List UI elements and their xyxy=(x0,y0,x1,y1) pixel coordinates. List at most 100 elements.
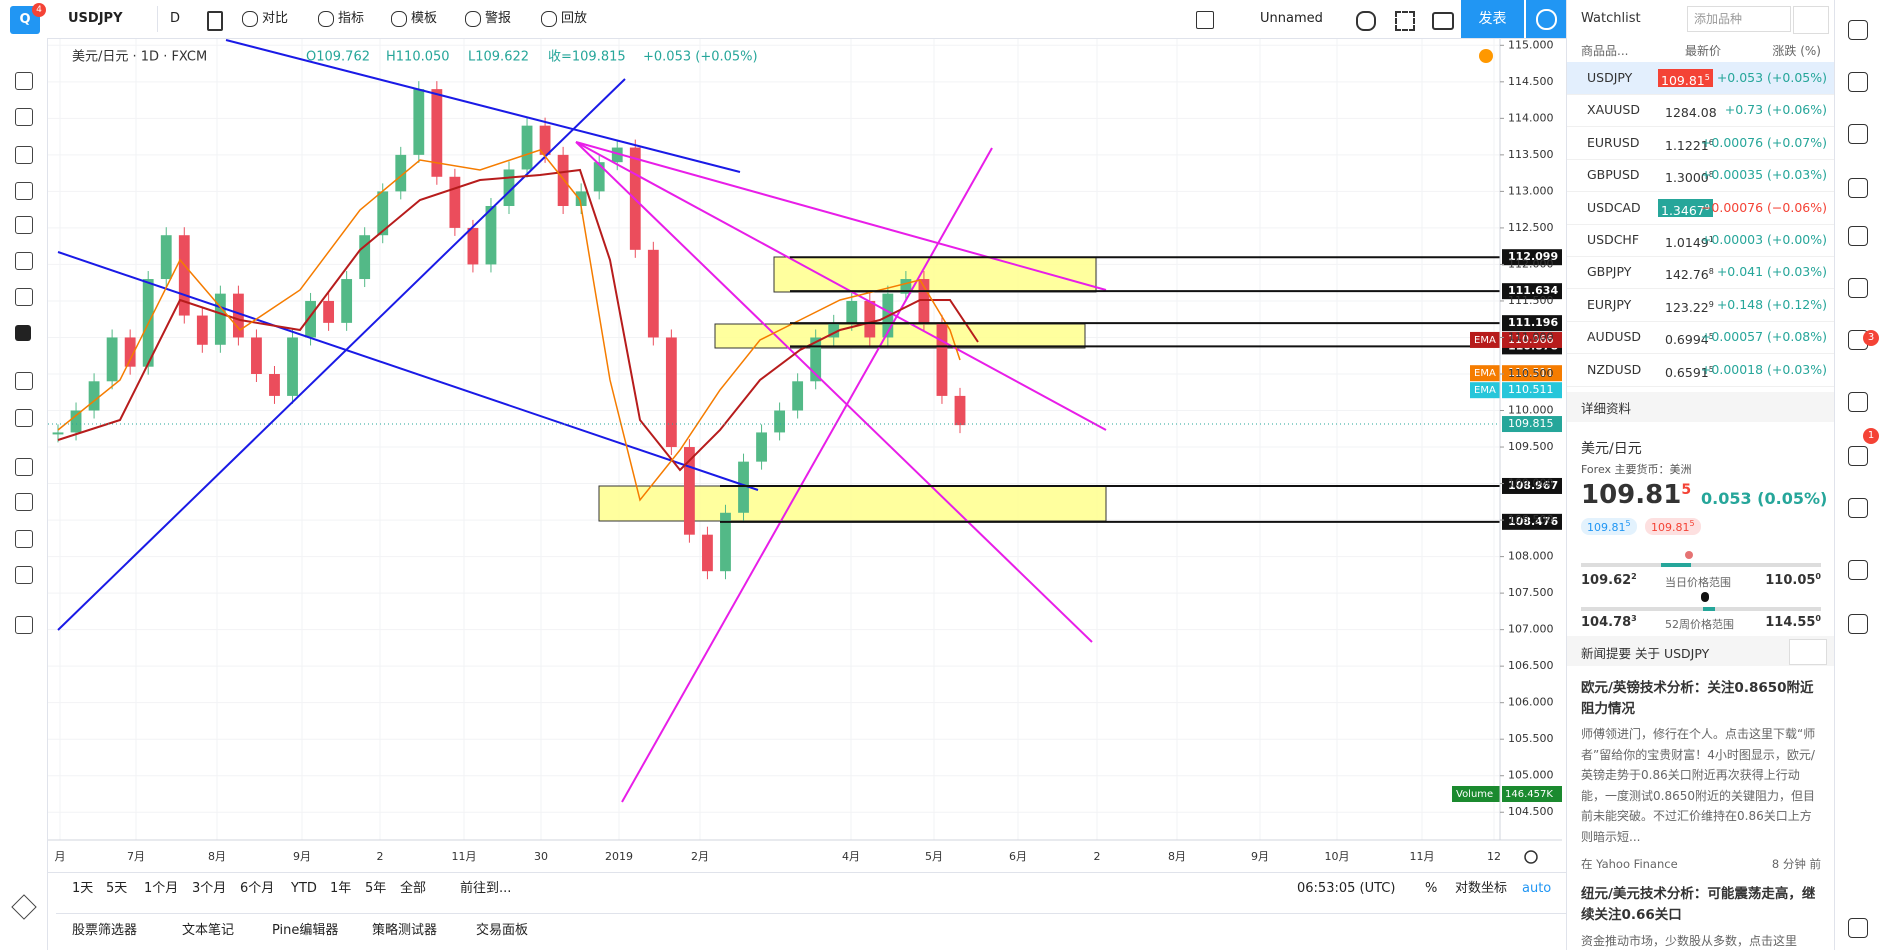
news-headline[interactable]: 纽元/美元技术分析：可能震荡走高，继续关注0.66关口 xyxy=(1581,886,1816,923)
range-goto[interactable]: 前往到... xyxy=(460,881,512,896)
watchlist-row[interactable]: EURJPY 123.229 +0.148 (+0.12%) xyxy=(1567,289,1835,322)
watchlist-row[interactable]: USDCAD 1.34679 −0.00076 (−0.06%) xyxy=(1567,192,1835,225)
toolbar-icon[interactable] xyxy=(318,11,334,27)
details-market: Forex 主要货币：美洲 xyxy=(1581,463,1692,476)
news-menu[interactable] xyxy=(1789,639,1827,665)
range-period[interactable]: 1年 xyxy=(330,881,352,896)
toolbar-icon[interactable] xyxy=(391,11,407,27)
tool-icon[interactable] xyxy=(15,288,33,306)
range-period[interactable]: 5年 xyxy=(365,881,387,896)
level-tag xyxy=(1502,283,1562,300)
range-auto[interactable]: auto xyxy=(1522,881,1552,896)
tool-icon[interactable] xyxy=(15,182,33,200)
toolbar-icon[interactable] xyxy=(541,11,557,27)
range-time[interactable]: 06:53:05 (UTC) xyxy=(1297,881,1396,896)
tool-icon[interactable] xyxy=(15,108,33,126)
checkbox[interactable] xyxy=(1196,11,1214,29)
watchlist-row[interactable]: AUDUSD 0.69945 +0.00057 (+0.08%) xyxy=(1567,321,1835,355)
side-icon[interactable] xyxy=(1848,226,1868,246)
tool-icon[interactable] xyxy=(15,566,33,584)
bottom-tab[interactable]: 交易面板 xyxy=(476,923,529,938)
candle xyxy=(575,191,587,206)
separator xyxy=(48,872,1566,873)
bottom-tab[interactable]: Pine编辑器 xyxy=(272,923,339,938)
trend-line xyxy=(575,141,1107,431)
layout-name[interactable]: Unnamed xyxy=(1260,11,1323,26)
watchlist-row[interactable]: EURUSD 1.12216 +0.00076 (+0.07%) xyxy=(1567,127,1835,160)
side-icon[interactable] xyxy=(1848,446,1868,466)
side-icon[interactable] xyxy=(1848,20,1868,40)
symbol[interactable]: USDJPY xyxy=(68,11,123,26)
tool-icon[interactable] xyxy=(15,372,33,390)
y-tick-label: 111.500 xyxy=(1508,294,1554,307)
fullscreen-icon[interactable] xyxy=(1395,11,1415,31)
replay-button[interactable] xyxy=(1526,0,1566,38)
details-title: 详细资料 xyxy=(1581,401,1632,416)
tool-icon[interactable] xyxy=(15,252,33,270)
tool-icon[interactable] xyxy=(15,325,31,341)
y-tick-label: 108.000 xyxy=(1508,550,1554,563)
row-price: 142.768 xyxy=(1662,263,1717,282)
tool-icon[interactable] xyxy=(15,216,33,234)
range-log[interactable]: 对数坐标 xyxy=(1455,881,1508,896)
tool-icon[interactable] xyxy=(15,493,33,511)
toolbar-icon[interactable] xyxy=(465,11,481,27)
watchlist-row[interactable]: NZDUSD 0.65915 +0.00018 (+0.03%) xyxy=(1567,354,1835,387)
interval[interactable]: D xyxy=(170,11,181,26)
tool-icon[interactable] xyxy=(11,894,37,920)
snapshot-icon[interactable] xyxy=(1432,12,1454,30)
watchlist-row[interactable]: USDJPY 109.815 +0.053 (+0.05%) xyxy=(1567,62,1835,95)
toolbar-icon[interactable] xyxy=(242,11,258,27)
bottom-tab[interactable]: 股票筛选器 xyxy=(72,923,138,938)
side-icon[interactable] xyxy=(1848,918,1868,938)
legend-change: +0.053 (+0.05%) xyxy=(643,50,758,65)
watchlist-row[interactable]: GBPJPY 142.768 +0.041 (+0.03%) xyxy=(1567,256,1835,290)
list-button[interactable] xyxy=(1793,6,1829,34)
range-percent[interactable]: % xyxy=(1425,881,1438,896)
range-period[interactable]: 1个月 xyxy=(144,881,179,896)
toolbar-button[interactable]: 警报 xyxy=(485,11,512,26)
tool-icon[interactable] xyxy=(15,146,33,164)
side-icon[interactable] xyxy=(1848,124,1868,144)
range-period[interactable]: 5天 xyxy=(106,881,128,896)
range-period[interactable]: 3个月 xyxy=(192,881,227,896)
tool-icon[interactable] xyxy=(15,72,33,90)
side-icon[interactable] xyxy=(1848,278,1868,298)
watchlist-row[interactable]: USDCHF 1.01491 +0.00003 (+0.00%) xyxy=(1567,224,1835,257)
row-symbol: AUDUSD xyxy=(1587,329,1642,345)
tool-icon[interactable] xyxy=(15,409,33,427)
toolbar-button[interactable]: 回放 xyxy=(561,11,588,26)
range-period[interactable]: 6个月 xyxy=(240,881,275,896)
bottom-tab[interactable]: 文本笔记 xyxy=(182,923,235,938)
candle xyxy=(846,300,858,323)
tool-icon[interactable] xyxy=(15,616,33,634)
chart-style-icon[interactable] xyxy=(207,11,223,31)
range-period[interactable]: 1天 xyxy=(72,881,94,896)
tool-icon[interactable] xyxy=(15,458,33,476)
toolbar-button[interactable]: 对比 xyxy=(262,11,289,26)
side-icon[interactable] xyxy=(1848,498,1868,518)
publish-button[interactable]: 发表 xyxy=(1461,0,1524,38)
toolbar-button[interactable]: 指标 xyxy=(338,11,365,26)
side-icon[interactable] xyxy=(1848,392,1868,412)
range-period[interactable]: YTD xyxy=(291,881,317,896)
watchlist-title[interactable]: Watchlist xyxy=(1581,11,1641,26)
side-icon[interactable] xyxy=(1848,560,1868,580)
warning-icon[interactable] xyxy=(1479,49,1493,63)
settings-icon[interactable] xyxy=(1356,11,1376,31)
row-change: +0.00076 (+0.07%) xyxy=(1700,134,1827,150)
news-headline[interactable]: 欧元/英镑技术分析：关注0.8650附近阻力情况 xyxy=(1581,680,1814,717)
side-icon[interactable] xyxy=(1848,178,1868,198)
add-symbol[interactable]: 添加品种 xyxy=(1687,6,1791,32)
bottom-tab[interactable]: 策略测试器 xyxy=(372,923,438,938)
watchlist-row[interactable]: GBPUSD 1.30008 +0.00035 (+0.03%) xyxy=(1567,159,1835,193)
ema-line xyxy=(57,149,961,502)
tool-icon[interactable] xyxy=(15,530,33,548)
candle xyxy=(503,169,515,206)
side-icon[interactable] xyxy=(1848,72,1868,92)
side-icon[interactable] xyxy=(1848,614,1868,634)
range-period[interactable]: 全部 xyxy=(400,881,427,896)
price-main: 123.22 xyxy=(1665,299,1709,315)
watchlist-row[interactable]: XAUUSD 1284.08 +0.73 (+0.06%) xyxy=(1567,94,1835,128)
toolbar-button[interactable]: 模板 xyxy=(411,11,438,26)
